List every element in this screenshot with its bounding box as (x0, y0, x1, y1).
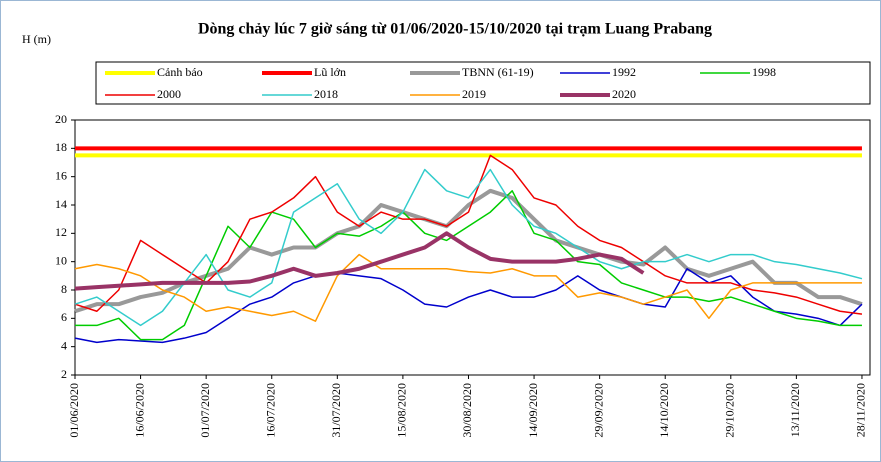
series-line (74, 253, 862, 322)
y-tick-label: 6 (61, 310, 67, 324)
y-tick-label: 18 (55, 140, 67, 154)
y-tick-label: 12 (55, 225, 67, 239)
plot-area (74, 119, 871, 376)
y-tick-label: 2 (61, 367, 67, 381)
legend-label: 2020 (612, 87, 636, 101)
series-line (74, 231, 645, 291)
x-tick-label: 16/06/2020 (132, 383, 146, 438)
y-tick-label: 8 (61, 282, 67, 296)
legend-label: 2019 (462, 87, 486, 101)
chart-title: Dòng chảy lúc 7 giờ sáng từ 01/06/2020-1… (198, 21, 712, 38)
x-tick-label: 16/07/2020 (263, 383, 277, 438)
x-tick-label: 14/10/2020 (657, 383, 671, 438)
y-axis-label: H (m) (22, 32, 51, 46)
x-tick-label: 01/07/2020 (198, 383, 212, 438)
legend-label: 2000 (157, 87, 181, 101)
x-tick-label: 29/10/2020 (723, 383, 737, 438)
legend-label: 1992 (612, 65, 636, 79)
x-tick-label: 01/06/2020 (67, 383, 81, 438)
legend-label: 2018 (314, 87, 338, 101)
y-tick-label: 4 (61, 338, 67, 352)
x-tick-label: 13/11/2020 (788, 383, 802, 437)
y-tick-label: 10 (55, 253, 67, 267)
series-line (74, 268, 863, 344)
x-tick-label: 29/09/2020 (591, 383, 605, 438)
y-tick-label: 14 (55, 197, 67, 211)
legend-label: TBNN (61-19) (462, 65, 534, 79)
x-tick-label: 15/08/2020 (395, 383, 409, 438)
legend-label: Cảnh báo (157, 65, 203, 79)
y-tick-label: 20 (55, 112, 67, 126)
series-line (74, 168, 863, 327)
y-tick-label: 16 (55, 168, 67, 182)
legend-box (95, 61, 871, 105)
x-tick-label: 31/07/2020 (329, 383, 343, 438)
x-tick-label: 28/11/2020 (854, 383, 868, 437)
legend-label: Lũ lớn (314, 65, 346, 79)
x-tick-label: 14/09/2020 (526, 383, 540, 438)
x-tick-label: 30/08/2020 (460, 383, 474, 438)
legend-label: 1998 (752, 65, 776, 79)
series-line (75, 190, 862, 341)
